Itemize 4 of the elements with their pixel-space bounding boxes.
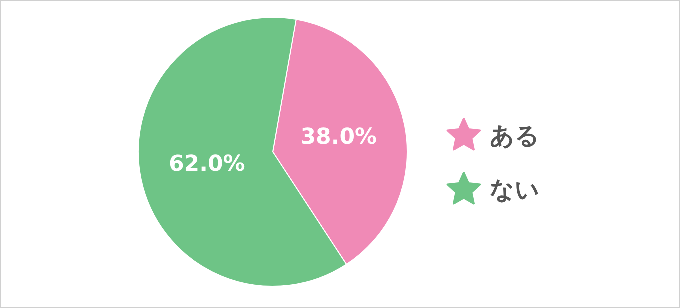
- data-label: 38.0%: [300, 125, 378, 150]
- legend-label: ない: [490, 175, 540, 206]
- data-label: 62.0%: [168, 152, 246, 178]
- legend-label: ある: [490, 121, 540, 152]
